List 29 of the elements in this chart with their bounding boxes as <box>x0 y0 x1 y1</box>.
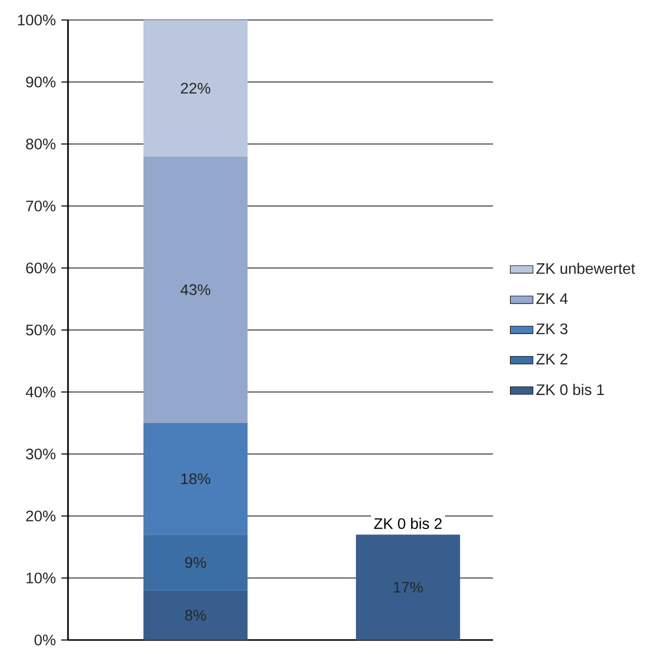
y-tick-label: 40% <box>26 386 56 398</box>
data-label: 8% <box>185 610 206 621</box>
data-label: 9% <box>185 557 206 568</box>
data-label: 18% <box>181 473 210 484</box>
bar <box>143 590 248 640</box>
bar <box>143 422 248 535</box>
legend-label: ZK 0 bis 1 <box>536 384 604 396</box>
data-label: 17% <box>394 582 423 593</box>
bar <box>143 534 248 590</box>
bar <box>356 534 460 640</box>
legend-label: ZK 2 <box>536 354 568 364</box>
legend-label: ZK unbewertet <box>536 262 636 274</box>
y-tick-label: 60% <box>26 262 56 274</box>
y-tick-label: 70% <box>26 200 56 212</box>
y-tick-label: 20% <box>26 510 56 522</box>
y-tick-label: 10% <box>26 572 56 584</box>
bar <box>143 156 248 423</box>
annotation: ZK 0 bis 2 <box>374 518 442 530</box>
bar <box>143 20 248 156</box>
y-tick-label: 80% <box>26 138 56 150</box>
legend-label: ZK 4 <box>536 293 568 304</box>
data-label: 22% <box>180 82 210 94</box>
y-tick-label: 100% <box>18 14 56 26</box>
y-tick-label: 50% <box>26 324 56 336</box>
legend-label: ZK 3 <box>536 323 568 334</box>
y-tick-label: 30% <box>26 448 56 460</box>
y-tick-label: 90% <box>26 76 56 88</box>
y-tick-label: 0% <box>34 634 56 646</box>
data-label: 43% <box>180 284 210 296</box>
